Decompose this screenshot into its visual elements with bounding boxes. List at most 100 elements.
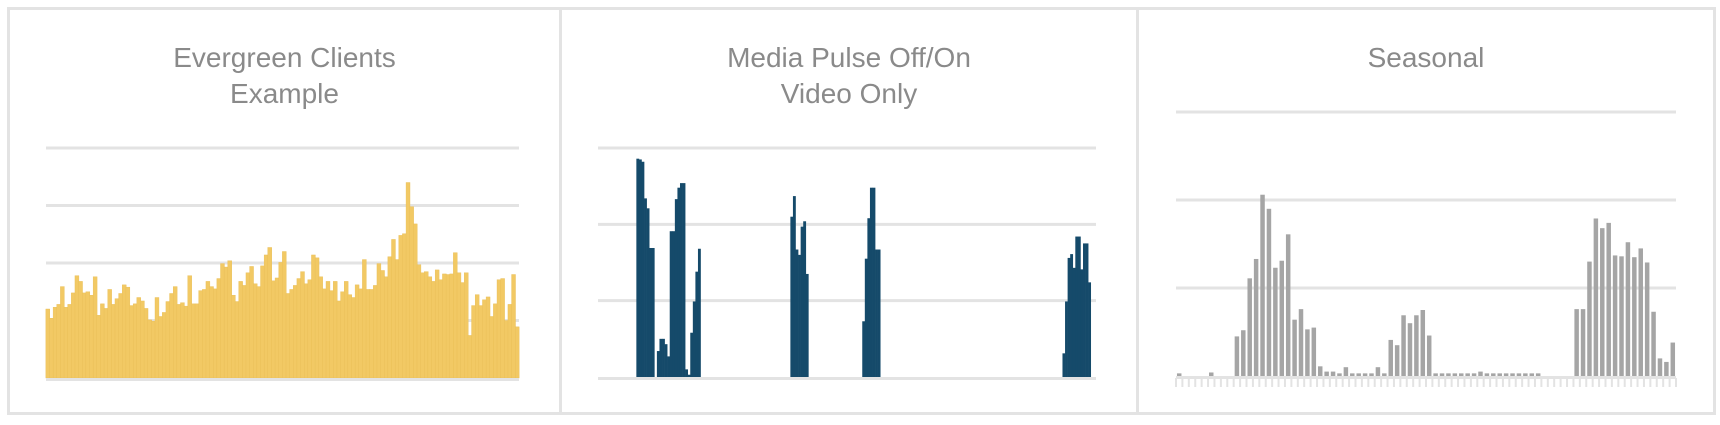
bar [107, 289, 112, 379]
bar [1273, 267, 1278, 376]
bar [63, 307, 69, 379]
bar [365, 289, 371, 379]
bar [485, 296, 491, 379]
bar [242, 285, 247, 379]
bar [314, 257, 320, 379]
bar [1388, 339, 1393, 376]
bar [289, 289, 294, 379]
bar [191, 303, 196, 379]
bar [1176, 373, 1182, 376]
bar [792, 196, 796, 377]
bar [1651, 311, 1656, 376]
chart-title: Evergreen Clients Example [10, 40, 559, 112]
bar [303, 283, 309, 379]
bar [1072, 267, 1076, 377]
bar [274, 277, 280, 379]
bar [638, 159, 642, 377]
bar [384, 276, 389, 379]
bar [413, 223, 418, 379]
bar [49, 318, 54, 379]
bar [1439, 373, 1445, 376]
bar [1503, 373, 1509, 376]
bar [1311, 327, 1317, 376]
bar [1535, 373, 1541, 376]
bar [1452, 373, 1458, 376]
bar [154, 297, 160, 379]
bar [351, 297, 356, 379]
chart-title-line: Video Only [780, 78, 918, 109]
bar [636, 158, 640, 377]
bar [227, 260, 232, 379]
bar [249, 266, 254, 379]
bar [300, 271, 305, 379]
bar [158, 316, 163, 379]
bar [118, 293, 123, 379]
bar [296, 278, 302, 379]
bar [690, 332, 694, 377]
bar [1067, 257, 1071, 377]
bar [695, 271, 699, 377]
bar [651, 247, 655, 377]
bar [1394, 345, 1400, 376]
bar [795, 249, 799, 377]
bar [245, 272, 251, 379]
bar [267, 247, 272, 379]
bar [1407, 323, 1413, 376]
bar [1600, 228, 1605, 376]
bar [493, 303, 498, 379]
bar [1510, 373, 1515, 376]
bar [1356, 373, 1361, 376]
bar [71, 292, 76, 379]
bar [669, 231, 673, 377]
bar [800, 226, 804, 377]
bar [169, 293, 174, 379]
bar [132, 303, 138, 379]
chart-title: Seasonal [1139, 40, 1713, 76]
bar [285, 293, 291, 379]
bar [467, 335, 473, 379]
bar [111, 304, 116, 379]
bar [282, 251, 287, 379]
bar [667, 356, 671, 377]
bar [489, 316, 494, 379]
bar [1075, 236, 1079, 377]
bar [445, 274, 451, 379]
bar [1343, 367, 1349, 376]
bar [875, 249, 878, 377]
bar [1062, 353, 1066, 377]
bar [347, 294, 352, 379]
bar [1632, 257, 1637, 376]
bar [1612, 255, 1618, 376]
bar [1625, 242, 1631, 376]
bar [803, 221, 807, 377]
bar [125, 286, 131, 379]
bar [92, 276, 98, 379]
chart-title-line: Seasonal [1367, 42, 1485, 73]
bar [474, 294, 480, 379]
bar [864, 258, 868, 377]
bar [1317, 366, 1323, 376]
bar [78, 281, 83, 379]
bar [1459, 373, 1464, 376]
bar [162, 312, 167, 379]
bar [456, 272, 462, 379]
bar [438, 279, 443, 379]
bar [1305, 329, 1310, 376]
bar [677, 187, 681, 377]
bar [692, 301, 696, 377]
bar [187, 275, 192, 379]
bar [424, 271, 429, 379]
bar [260, 265, 265, 379]
chart-title: Media Pulse Off/On Video Only [562, 40, 1136, 112]
bar [336, 300, 342, 379]
bar [180, 302, 185, 379]
bar [659, 338, 663, 377]
bar [507, 304, 513, 379]
bar [1465, 373, 1470, 376]
bar [1420, 310, 1426, 376]
bar [45, 308, 50, 379]
bar [402, 233, 407, 379]
bar [231, 295, 236, 379]
bar [482, 299, 487, 379]
